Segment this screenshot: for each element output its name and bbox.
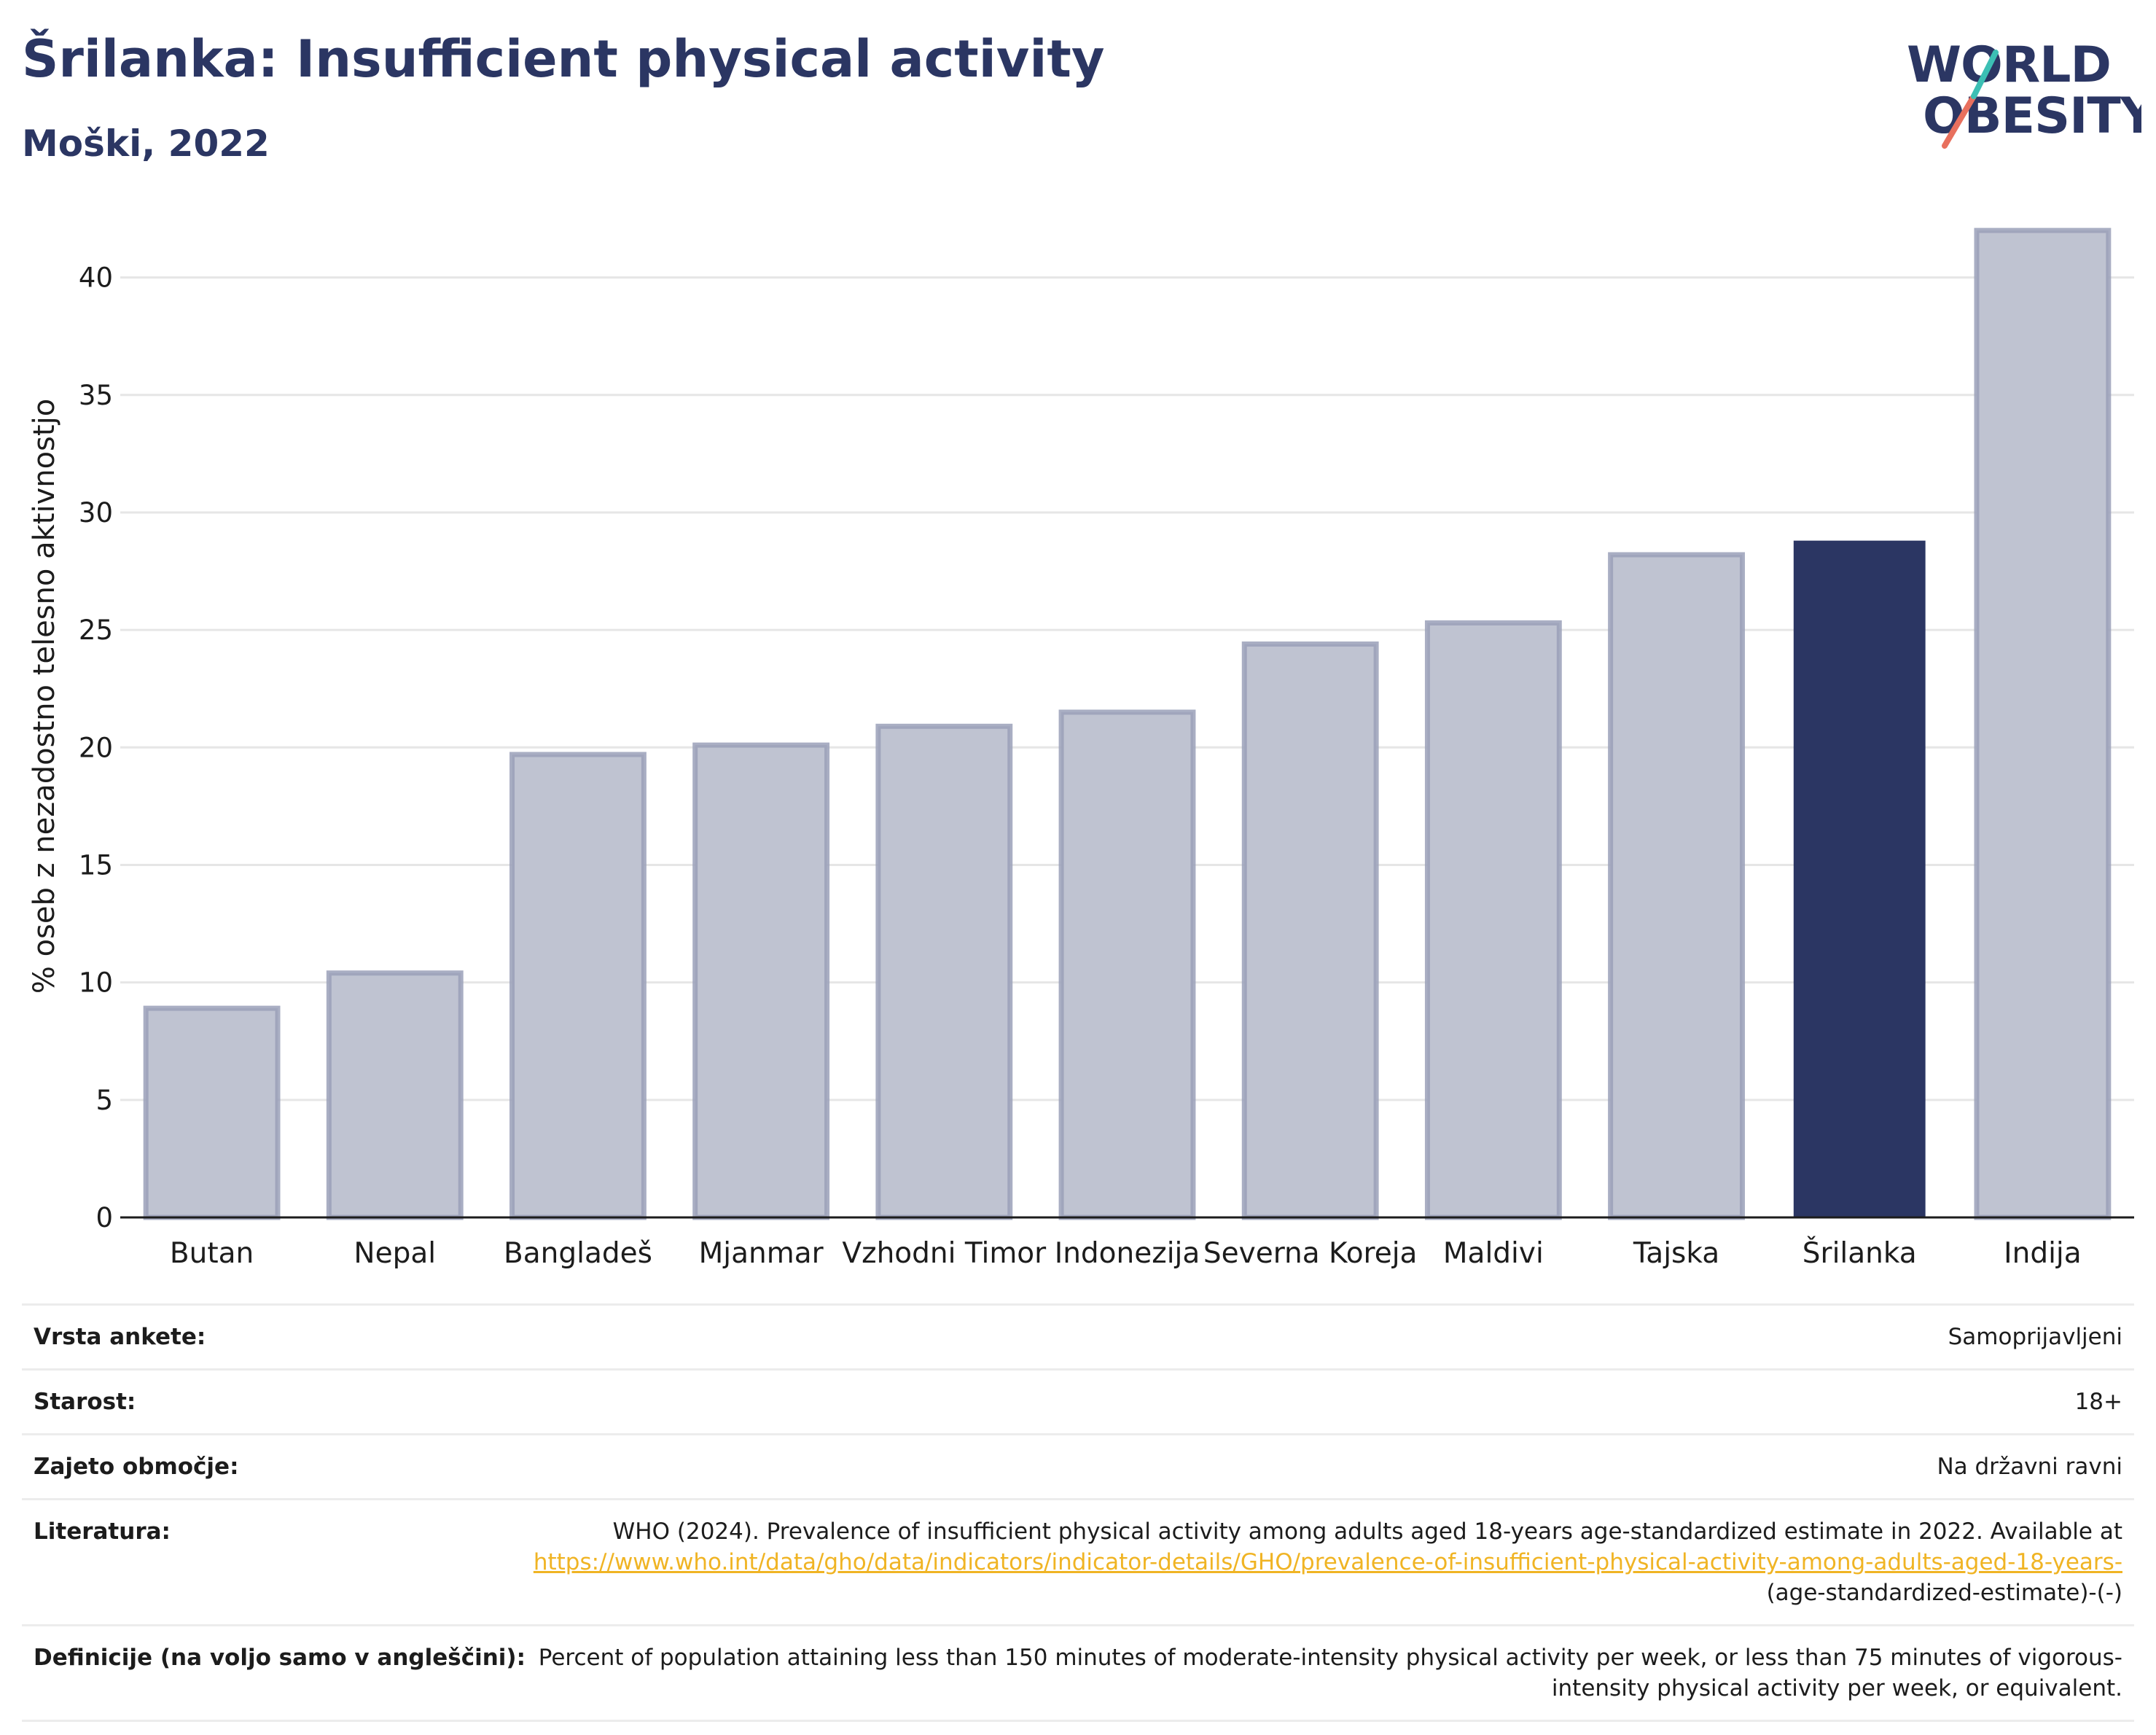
literature-text: WHO (2024). Prevalence of insufficient p… — [612, 1518, 2122, 1545]
bar-2 — [509, 752, 647, 1220]
meta-value: Percent of population attaining less tha… — [538, 1645, 2122, 1701]
bar-4 — [875, 723, 1013, 1220]
page-title: Šrilanka: Insufficient physical activity — [22, 29, 1105, 89]
meta-value: WHO (2024). Prevalence of insufficient p… — [529, 1516, 2122, 1608]
bar-0 — [143, 1005, 281, 1220]
bar-chart: 0 5 10 15 20 25 30 35 40 % oseb z nezadostno tele… — [28, 227, 2134, 1270]
bar-7 — [1424, 620, 1562, 1220]
logo-slash-coral — [1942, 93, 1977, 149]
x-tick-label: Bangladeš — [504, 1237, 652, 1270]
x-tick-label: Mjanmar — [699, 1237, 824, 1270]
meta-key: Zajeto območje: — [34, 1454, 239, 1480]
bar-5 — [1058, 709, 1196, 1220]
meta-key: Literatura: — [34, 1518, 171, 1545]
y-tick-label: 20 — [79, 732, 113, 763]
meta-row-definition: Definicije (na voljo samo v angleščini):… — [22, 1624, 2134, 1722]
meta-key: Vrsta ankete: — [34, 1324, 206, 1350]
x-tick-label: Indija — [2004, 1237, 2082, 1270]
bar-6 — [1241, 641, 1379, 1220]
meta-row-coverage: Zajeto območje: Na državni ravni — [22, 1433, 2134, 1498]
meta-row-survey: Vrsta ankete: Samoprijavljeni — [22, 1303, 2134, 1368]
x-tick-label: Šrilanka — [1802, 1236, 1917, 1270]
x-tick-label: Tajska — [1633, 1237, 1719, 1270]
x-tick-label: Nepal — [354, 1237, 436, 1270]
bar-3 — [692, 742, 830, 1220]
x-tick-label: Indonezija — [1055, 1237, 1200, 1270]
meta-value: Samoprijavljeni — [1948, 1324, 2122, 1350]
bar-8 — [1608, 552, 1745, 1220]
meta-value: 18+ — [2074, 1389, 2122, 1415]
y-axis-label: % oseb z nezadostno telesno aktivnostjo — [28, 399, 61, 994]
x-tick-label: Butan — [170, 1237, 254, 1270]
meta-row-literature: Literatura: WHO (2024). Prevalence of in… — [22, 1498, 2134, 1624]
bar-9 — [1793, 540, 1926, 1217]
y-tick-label: 15 — [79, 849, 113, 881]
meta-value: Na državni ravni — [1937, 1454, 2122, 1480]
page-subtitle: Moški, 2022 — [22, 122, 270, 165]
literature-tail: (age-standardized-estimate)-(-) — [1766, 1580, 2122, 1606]
logo-line-1: WORLD — [1907, 36, 2111, 94]
literature-link[interactable]: https://www.who.int/data/gho/data/indica… — [533, 1549, 2122, 1575]
x-tick-label: Vzhodni Timor — [842, 1237, 1047, 1270]
meta-key: Definicije (na voljo samo v angleščini): — [34, 1645, 526, 1671]
y-tick-label: 0 — [95, 1202, 113, 1233]
world-obesity-logo: WORLD OBESITY — [1907, 36, 2141, 149]
bar-10 — [1974, 227, 2112, 1220]
meta-key: Starost: — [34, 1389, 136, 1415]
logo-slash-teal — [1971, 50, 1999, 99]
y-tick-label: 40 — [79, 262, 113, 294]
y-tick-label: 10 — [79, 967, 113, 999]
y-tick-label: 35 — [79, 380, 113, 411]
metadata-table: Vrsta ankete: Samoprijavljeni Starost: 1… — [22, 1303, 2134, 1722]
y-tick-label: 30 — [79, 497, 113, 529]
y-tick-label: 25 — [79, 615, 113, 646]
x-tick-label: Severna Koreja — [1203, 1237, 1418, 1270]
x-tick-label: Maldivi — [1443, 1237, 1544, 1270]
meta-row-age: Starost: 18+ — [22, 1368, 2134, 1433]
bar-1 — [326, 970, 464, 1220]
y-tick-label: 5 — [95, 1085, 113, 1116]
